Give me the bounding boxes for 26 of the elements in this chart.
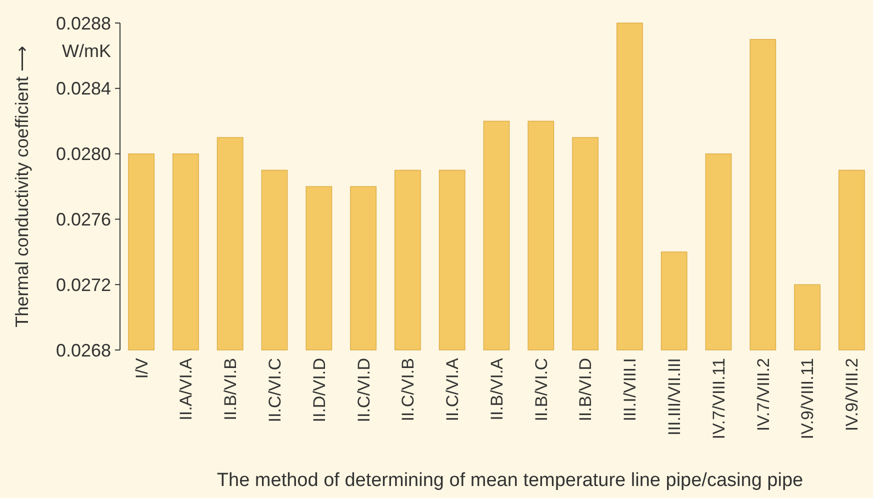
y-tick-label: 0.0276 bbox=[56, 210, 111, 230]
x-tick-label: IV.9/VIII.11 bbox=[798, 358, 818, 440]
x-tick-label: II.C/VI.A bbox=[443, 357, 462, 422]
x-tick-label: II.C/VI.D bbox=[354, 358, 374, 422]
y-tick-label: 0.0272 bbox=[56, 274, 111, 295]
x-tick-label: II.B/VI.C bbox=[532, 358, 551, 422]
y-tick-label: 0.0280 bbox=[56, 144, 111, 164]
x-tick-label: II.C/VI.C bbox=[265, 358, 284, 422]
y-tick-label: 0.0284 bbox=[56, 78, 111, 99]
x-tick-label: II.C/VI.B bbox=[398, 358, 418, 422]
y-tick-label: 0.0288 bbox=[56, 13, 111, 34]
y-tick-label: 0.0268 bbox=[56, 340, 111, 360]
x-tick-label: II.B/VI.D bbox=[576, 358, 596, 422]
x-tick-label: II.A/VI.A bbox=[176, 357, 196, 420]
text: W/mK bbox=[62, 41, 111, 61]
x-tick-label: I/V bbox=[132, 357, 152, 379]
y-axis-title: Thermal conductivity coefficient ⟶ bbox=[12, 46, 32, 328]
x-tick-label: III.III/VII.III bbox=[665, 358, 684, 436]
x-tick-label: III.I/VIII.I bbox=[620, 358, 640, 422]
x-tick-label: IV.7/VIII.2 bbox=[754, 358, 773, 432]
x-tick-label: II.B/VI.A bbox=[487, 357, 506, 420]
x-tick-label: II.B/VI.B bbox=[221, 358, 240, 420]
x-tick-label: IV.9/VIII.2 bbox=[842, 358, 862, 432]
x-tick-label: IV.7/VIII.11 bbox=[709, 358, 728, 440]
x-axis-title: The method of determining of mean temperature line pipe/casing pipe bbox=[216, 470, 804, 491]
x-tick-label: II.D/VI.D bbox=[310, 358, 329, 422]
